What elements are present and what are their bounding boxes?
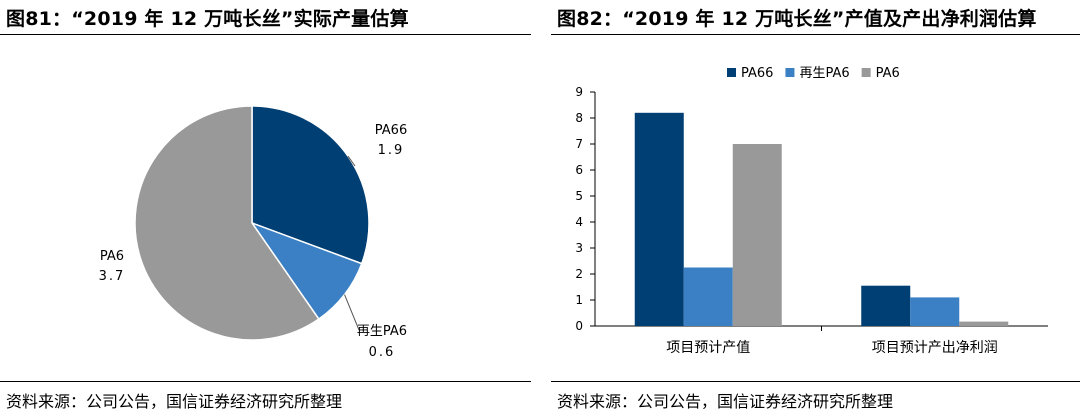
pie-label-pa66: PA66	[375, 123, 407, 138]
pie-leader-recycled-pa6	[344, 294, 360, 331]
legend-label-pa6: PA6	[876, 66, 900, 81]
legend-swatch-pa6	[861, 68, 871, 77]
legend-swatch-recycled-pa6	[785, 68, 795, 77]
right-figure-panel: 图82：“2019 年 12 万吨长丝”产值及产出净利润估算 0 1 2 3 4 5 6 7 8…	[551, 0, 1080, 414]
pie-value-pa66: 1.9	[378, 143, 405, 158]
left-figure-title: 图81：“2019 年 12 万吨长丝”实际产量估算	[6, 8, 409, 30]
pie-label-pa6: PA6	[100, 249, 124, 264]
y-tick-label: 5	[575, 189, 583, 203]
pie-label-recycled-pa6: 再生PA6	[357, 324, 407, 339]
legend-label-pa66: PA66	[741, 66, 773, 81]
left-figure-panel: 图81：“2019 年 12 万吨长丝”实际产量估算 PA66 1.9 再生PA6 0…	[0, 0, 531, 414]
bar-pa6-0	[732, 144, 782, 326]
y-tick-label: 7	[575, 137, 583, 151]
bar-chart: 0 1 2 3 4 5 6 7 8 9 项目预计产值 项目预计产出净利润 PA66 再生PA6 PA6	[575, 66, 1048, 356]
bar-pa66-0	[634, 112, 684, 326]
x-category-label: 项目预计产值	[666, 340, 750, 356]
pie-chart: PA66 1.9 再生PA6 0.6 PA6 3.7	[99, 105, 407, 360]
y-tick-label: 0	[575, 319, 583, 333]
left-title-rule	[0, 34, 531, 35]
bar-recycled-pa6-1	[910, 297, 960, 326]
pie-slice-pa66	[251, 105, 370, 265]
pie-leader-pa66	[347, 155, 356, 167]
bar-pa66-1	[861, 285, 911, 326]
y-tick-label: 6	[575, 163, 583, 177]
left-source-rule	[0, 381, 531, 382]
legend-label-recycled-pa6: 再生PA6	[799, 66, 849, 81]
pie-slice-pa6	[134, 105, 320, 341]
left-source-note: 资料来源：公司公告，国信证券经济研究所整理	[6, 392, 343, 411]
right-source-rule	[551, 381, 1080, 382]
pie-value-recycled-pa6: 0.6	[369, 345, 396, 360]
legend-swatch-pa66	[727, 68, 736, 77]
y-tick-label: 2	[575, 267, 583, 281]
right-figure-title: 图82：“2019 年 12 万吨长丝”产值及产出净利润估算	[557, 8, 1037, 30]
y-tick-label: 8	[575, 111, 583, 125]
pie-value-pa6: 3.7	[99, 269, 126, 284]
bar-pa6-1	[959, 321, 1009, 326]
y-tick-label: 4	[575, 215, 583, 229]
right-title-rule	[551, 34, 1080, 35]
y-tick-label: 1	[575, 293, 583, 307]
y-tick-label: 9	[575, 85, 583, 99]
y-tick-label: 3	[575, 241, 583, 255]
bar-recycled-pa6-0	[683, 267, 733, 326]
x-category-label: 项目预计产出净利润	[872, 340, 998, 356]
right-source-note: 资料来源：公司公告，国信证券经济研究所整理	[557, 392, 894, 411]
